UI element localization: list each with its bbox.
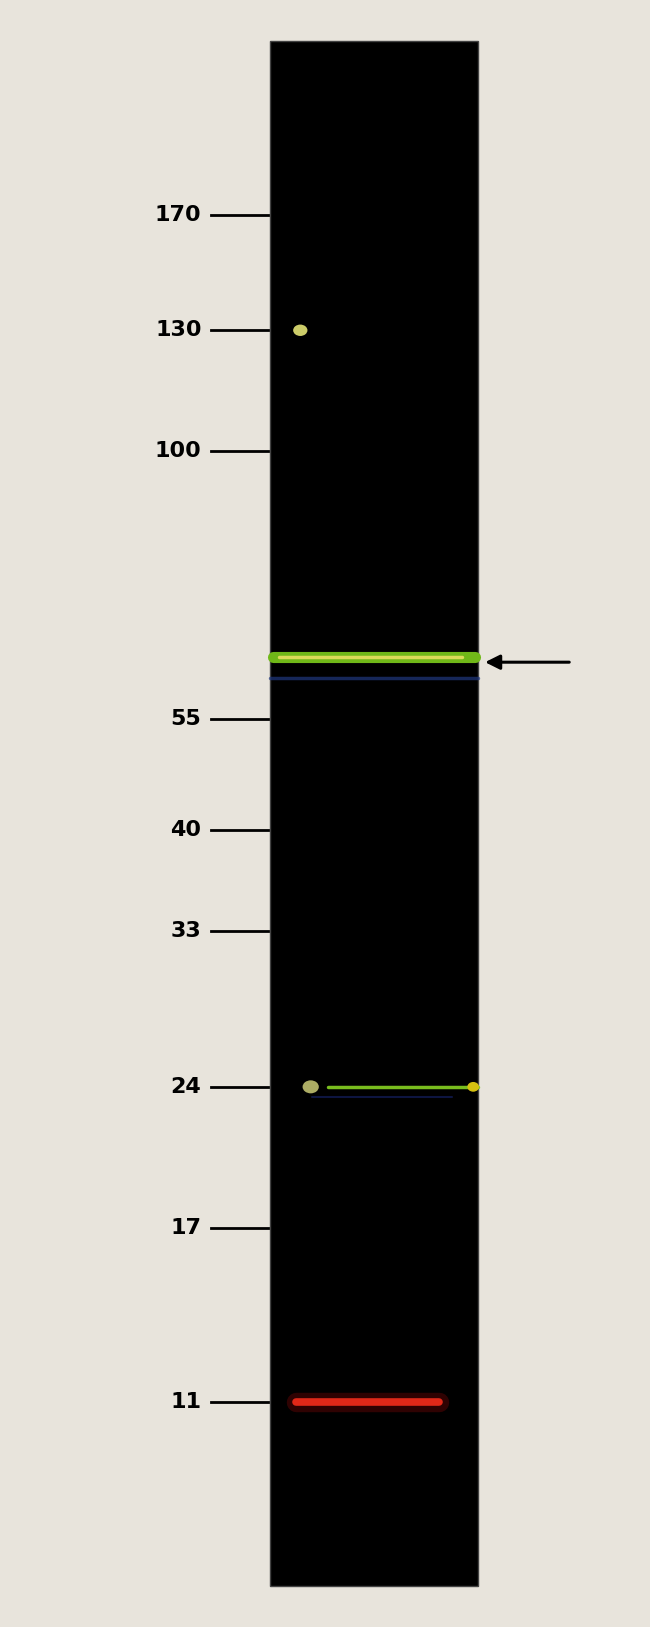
Text: 24: 24	[171, 1077, 202, 1097]
Text: 33: 33	[171, 921, 202, 940]
Bar	[270, 41, 478, 1586]
Text: 55: 55	[171, 709, 202, 729]
Text: 170: 170	[155, 205, 202, 225]
Text: 130: 130	[155, 321, 202, 340]
Ellipse shape	[467, 1082, 479, 1092]
Text: 17: 17	[170, 1219, 202, 1238]
Text: 100: 100	[155, 441, 202, 460]
Text: 40: 40	[170, 820, 202, 840]
Ellipse shape	[302, 1080, 318, 1093]
Ellipse shape	[293, 325, 307, 337]
Text: 11: 11	[170, 1393, 202, 1412]
